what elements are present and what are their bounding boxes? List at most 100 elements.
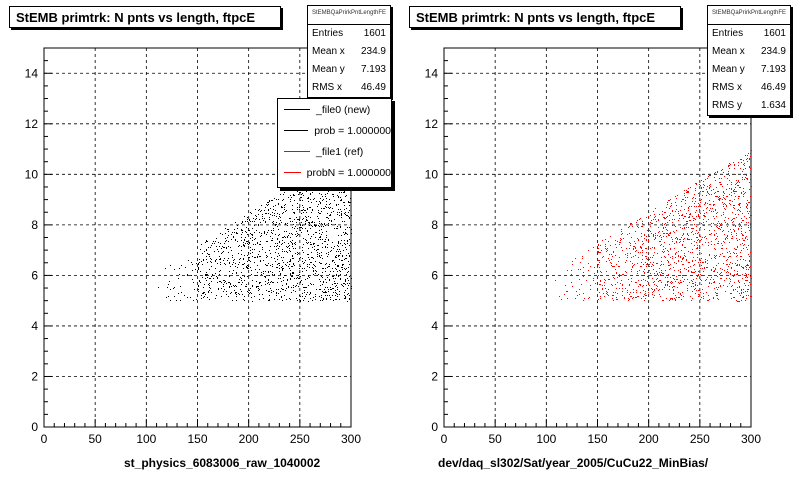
scatter-point xyxy=(246,227,247,228)
scatter-point xyxy=(711,211,712,212)
scatter-point xyxy=(728,272,729,273)
scatter-point xyxy=(344,292,345,293)
scatter-point xyxy=(216,246,217,247)
scatter-point xyxy=(259,209,260,210)
scatter-point xyxy=(228,235,229,236)
scatter-point xyxy=(328,291,329,292)
scatter-point xyxy=(659,289,660,290)
scatter-point xyxy=(741,250,742,251)
scatter-point xyxy=(279,265,280,266)
scatter-point xyxy=(738,214,739,215)
scatter-point xyxy=(702,289,703,290)
scatter-point xyxy=(724,234,725,235)
scatter-point xyxy=(599,267,600,268)
scatter-point xyxy=(315,232,316,233)
scatter-point xyxy=(299,220,300,221)
scatter-point xyxy=(733,225,734,226)
scatter-point xyxy=(241,254,242,255)
scatter-point xyxy=(642,255,643,256)
scatter-point xyxy=(280,217,281,218)
scatter-point xyxy=(613,252,614,253)
scatter-point xyxy=(320,263,321,264)
scatter-point xyxy=(688,227,689,228)
scatter-point xyxy=(621,247,622,248)
scatter-point xyxy=(258,224,259,225)
scatter-point xyxy=(238,293,239,294)
scatter-point xyxy=(663,252,664,253)
scatter-point xyxy=(349,256,350,257)
scatter-point xyxy=(327,193,328,194)
scatter-point xyxy=(319,279,320,280)
scatter-point xyxy=(608,295,609,296)
scatter-point xyxy=(695,233,696,234)
scatter-point xyxy=(290,260,291,261)
scatter-point xyxy=(295,244,296,245)
scatter-point xyxy=(250,292,251,293)
scatter-point xyxy=(222,234,223,235)
scatter-point xyxy=(609,260,610,261)
scatter-point xyxy=(323,208,324,209)
scatter-point xyxy=(281,206,282,207)
scatter-point xyxy=(247,265,248,266)
scatter-point xyxy=(331,221,332,222)
scatter-point xyxy=(306,270,307,271)
scatter-point xyxy=(729,264,730,265)
scatter-point xyxy=(635,243,636,244)
scatter-point xyxy=(697,233,698,234)
scatter-point xyxy=(277,213,278,214)
scatter-point xyxy=(234,290,235,291)
scatter-point xyxy=(327,295,328,296)
scatter-point xyxy=(749,182,750,183)
scatter-point xyxy=(642,241,643,242)
scatter-point xyxy=(613,295,614,296)
scatter-point xyxy=(713,279,714,280)
scatter-point xyxy=(705,261,706,262)
scatter-point xyxy=(698,294,699,295)
scatter-point xyxy=(191,262,192,263)
scatter-point xyxy=(742,234,743,235)
scatter-point xyxy=(675,226,676,227)
scatter-point xyxy=(329,199,330,200)
scatter-point xyxy=(242,264,243,265)
scatter-point xyxy=(235,263,236,264)
scatter-point xyxy=(256,287,257,288)
scatter-point xyxy=(672,219,673,220)
scatter-point xyxy=(275,243,276,244)
scatter-point xyxy=(694,206,695,207)
scatter-point xyxy=(689,217,690,218)
scatter-point xyxy=(216,238,217,239)
scatter-point xyxy=(330,287,331,288)
scatter-point xyxy=(717,223,718,224)
scatter-point xyxy=(345,232,346,233)
scatter-point xyxy=(735,184,736,185)
scatter-point xyxy=(630,296,631,297)
scatter-point xyxy=(706,208,707,209)
scatter-point xyxy=(715,268,716,269)
scatter-point xyxy=(213,241,214,242)
scatter-point xyxy=(717,298,718,299)
x-tick-label: 100 xyxy=(136,432,156,446)
scatter-point xyxy=(316,271,317,272)
scatter-point xyxy=(680,294,681,295)
scatter-point xyxy=(612,298,613,299)
scatter-point xyxy=(341,240,342,241)
scatter-point xyxy=(674,243,675,244)
scatter-point xyxy=(746,280,747,281)
scatter-point xyxy=(247,268,248,269)
scatter-point xyxy=(604,285,605,286)
scatter-point xyxy=(588,250,589,251)
scatter-point xyxy=(728,165,729,166)
scatter-point xyxy=(307,243,308,244)
scatter-point xyxy=(336,228,337,229)
scatter-point xyxy=(682,244,683,245)
scatter-point xyxy=(703,293,704,294)
scatter-point xyxy=(727,223,728,224)
x-tick-label: 50 xyxy=(88,432,102,446)
scatter-point xyxy=(338,266,339,267)
scatter-point xyxy=(292,221,293,222)
scatter-point xyxy=(221,282,222,283)
scatter-point xyxy=(629,226,630,227)
scatter-point xyxy=(720,198,721,199)
scatter-point xyxy=(293,224,294,225)
scatter-point xyxy=(696,237,697,238)
